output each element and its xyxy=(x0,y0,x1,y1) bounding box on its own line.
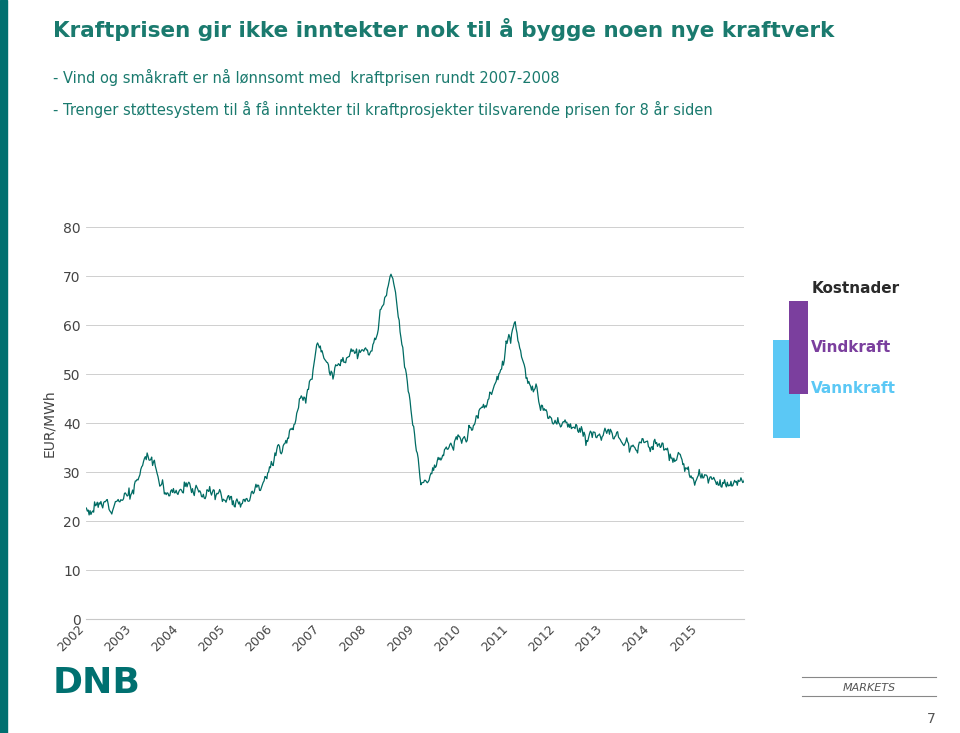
Text: Kostnader: Kostnader xyxy=(811,281,900,296)
Text: 7: 7 xyxy=(927,712,936,726)
Text: MARKETS: MARKETS xyxy=(842,682,896,693)
Text: DNB: DNB xyxy=(53,666,141,700)
Text: Vannkraft: Vannkraft xyxy=(811,381,897,397)
Bar xyxy=(789,301,808,394)
Bar xyxy=(773,340,800,438)
Y-axis label: EUR/MWh: EUR/MWh xyxy=(42,389,57,457)
Text: Vindkraft: Vindkraft xyxy=(811,340,892,355)
Text: Kraftprisen gir ikke inntekter nok til å bygge noen nye kraftverk: Kraftprisen gir ikke inntekter nok til å… xyxy=(53,18,834,41)
Text: - Trenger støttesystem til å få inntekter til kraftprosjekter tilsvarende prisen: - Trenger støttesystem til å få inntekte… xyxy=(53,101,712,118)
Text: - Vind og småkraft er nå lønnsomt med  kraftprisen rundt 2007-2008: - Vind og småkraft er nå lønnsomt med kr… xyxy=(53,69,560,86)
